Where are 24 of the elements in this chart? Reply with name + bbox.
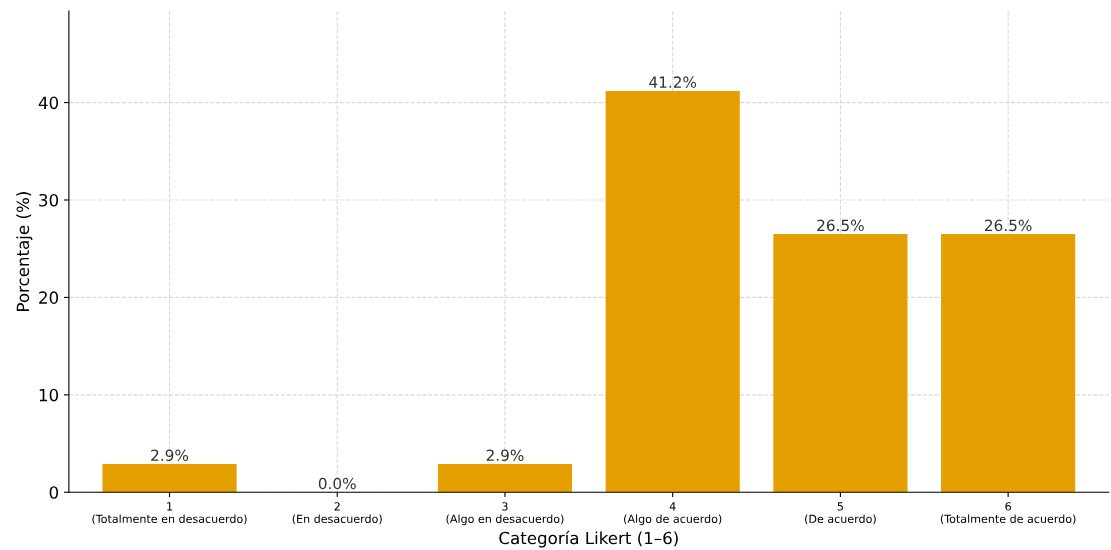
x-tick-label: 6 (Totalmente de acuerdo) <box>940 502 1076 525</box>
y-tick-label: 10 <box>39 388 59 402</box>
data-label: 2.9% <box>486 449 524 462</box>
x-tick-label: 3 (Algo en desacuerdo) <box>446 502 564 526</box>
x-tick-label: 5 (De acuerdo) <box>805 502 876 525</box>
y-tick-label: 20 <box>39 291 59 304</box>
data-label: 26.5% <box>985 219 1032 232</box>
x-tick-label: 2 (En desacuerdo) <box>292 502 382 525</box>
bar <box>605 90 740 493</box>
x-tick-label: 1 (Totalmente en desacuerdo) <box>92 502 247 525</box>
y-tick-label: 30 <box>39 193 59 207</box>
y-axis-title: Porcentaje (%) <box>16 192 33 311</box>
y-tick-label: 40 <box>38 96 59 110</box>
bar <box>102 464 237 493</box>
bar <box>437 464 573 493</box>
data-label: 0.0% <box>318 477 356 490</box>
bar <box>773 234 908 493</box>
data-label: 2.9% <box>151 449 189 462</box>
data-label: 26.5% <box>817 219 864 232</box>
x-axis-title: Categoría Likert (1–6) <box>499 530 678 548</box>
bar <box>941 234 1076 493</box>
y-tick-label: 0 <box>49 486 59 499</box>
data-label: 41.2% <box>649 76 697 88</box>
x-tick-label: 4 (Algo de acuerdo) <box>624 502 722 526</box>
